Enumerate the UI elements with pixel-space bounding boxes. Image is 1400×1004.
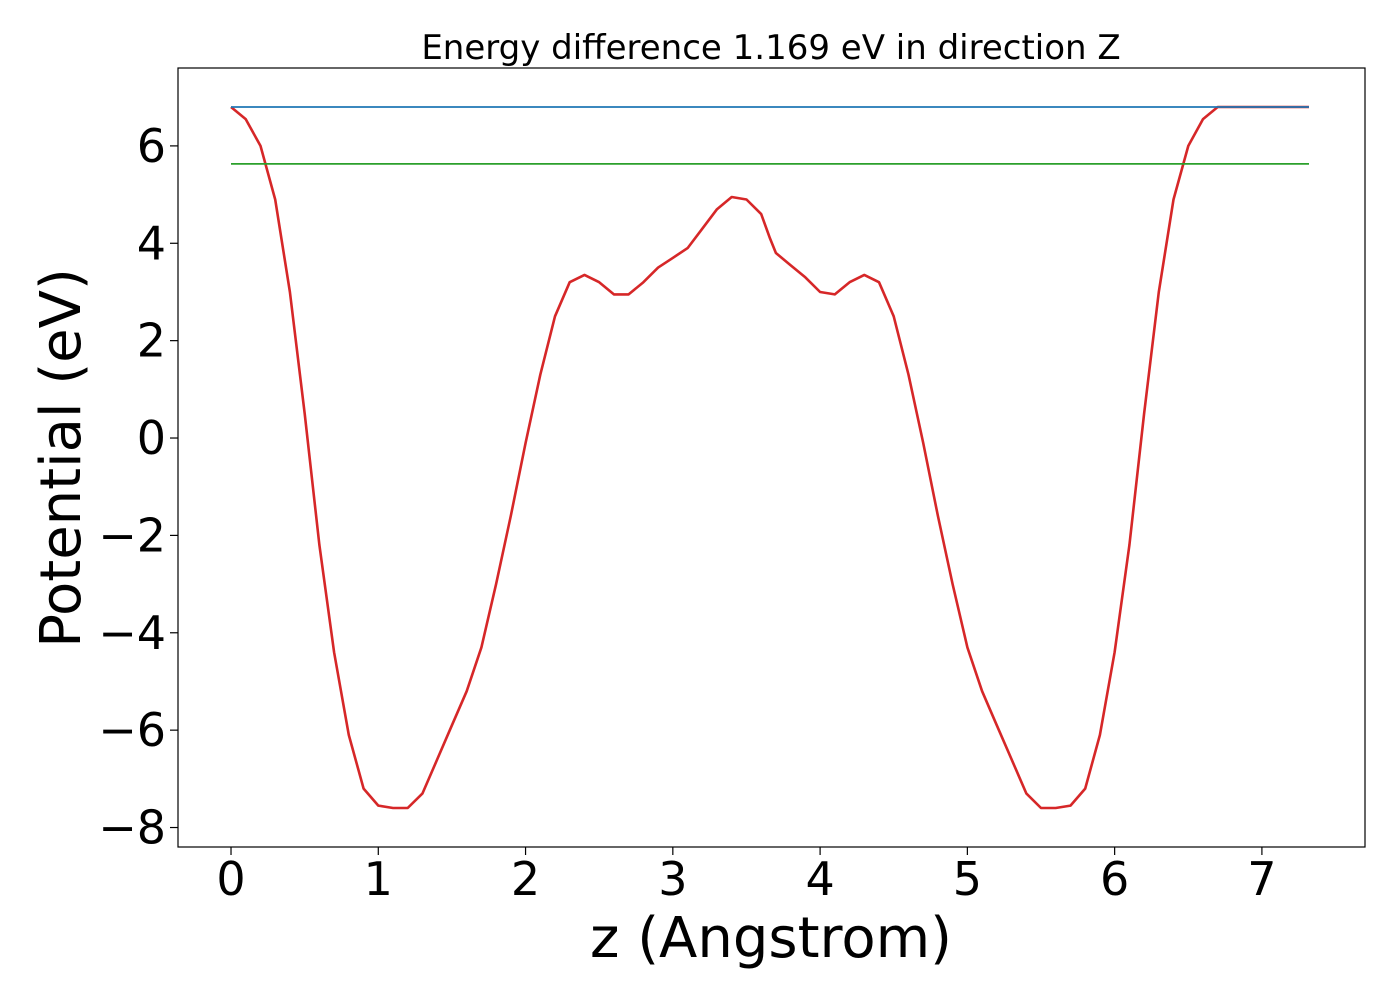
y-tick-label: 0 <box>137 411 166 465</box>
x-axis-ticks: 0 1 2 3 4 5 6 7 <box>216 847 1277 906</box>
y-tick-label: −4 <box>98 606 166 660</box>
x-tick-label: 3 <box>658 852 687 906</box>
y-tick-label: 6 <box>137 119 166 173</box>
y-axis-ticks: −8 −6 −4 −2 0 2 4 6 <box>98 119 178 855</box>
x-tick-label: 7 <box>1247 852 1276 906</box>
y-axis-label: Potential (eV) <box>29 268 94 648</box>
x-tick-label: 6 <box>1100 852 1129 906</box>
y-tick-label: 4 <box>137 216 166 270</box>
x-tick-label: 0 <box>216 852 245 906</box>
x-tick-label: 5 <box>953 852 982 906</box>
plot-area-frame <box>177 67 1366 848</box>
chart-title: Energy difference 1.169 eV in direction … <box>421 28 1120 68</box>
y-tick-label: 2 <box>137 314 166 368</box>
y-tick-label: −2 <box>98 508 166 562</box>
x-tick-label: 4 <box>805 852 834 906</box>
y-tick-label: −6 <box>98 703 166 757</box>
x-tick-label: 2 <box>511 852 540 906</box>
x-tick-label: 1 <box>364 852 393 906</box>
potential-curve-line <box>230 105 1309 810</box>
y-tick-label: −8 <box>98 801 166 855</box>
series-layer <box>230 105 1309 810</box>
x-axis-label: z (Angstrom) <box>590 906 952 971</box>
